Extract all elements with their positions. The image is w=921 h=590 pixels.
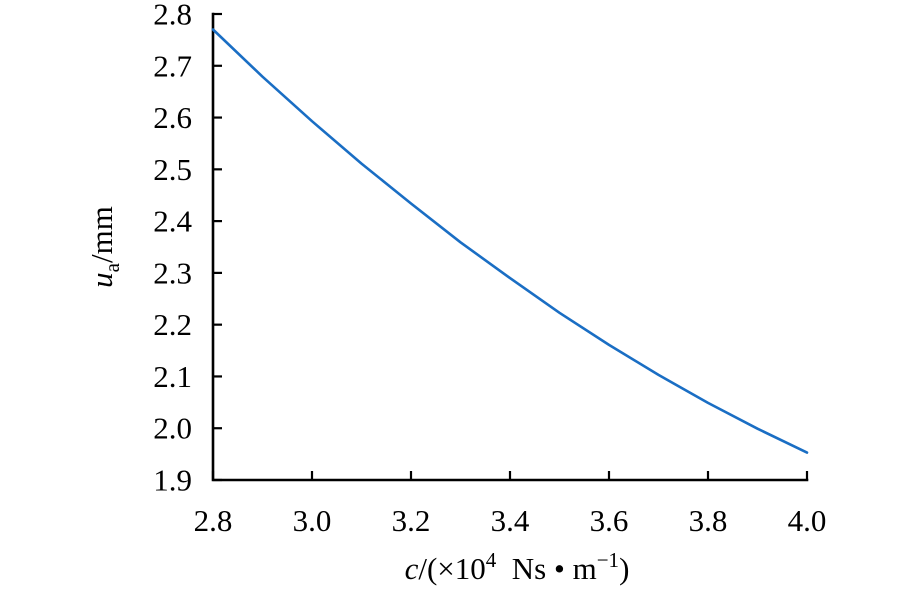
- x-tick-label: 3.4: [491, 503, 530, 538]
- x-tick-label: 3.0: [293, 503, 332, 538]
- x-tick-label: 3.8: [689, 503, 728, 538]
- y-tick-label: 2.7: [153, 48, 192, 83]
- x-tick-label: 2.8: [194, 503, 233, 538]
- y-tick-label: 2.5: [153, 152, 192, 187]
- y-tick-label: 2.2: [153, 307, 192, 342]
- y-axis-title: ua/mm: [84, 206, 124, 288]
- y-tick-label: 2.0: [153, 411, 192, 446]
- y-tick-label: 2.1: [153, 359, 192, 394]
- y-tick-label: 2.8: [153, 0, 192, 32]
- data-curve: [211, 28, 809, 454]
- y-tick-label: 2.6: [153, 100, 192, 135]
- y-tick-label: 2.3: [153, 255, 192, 290]
- y-tick-label: 2.4: [153, 204, 192, 239]
- x-tick-label: 4.0: [788, 503, 827, 538]
- x-tick-label: 3.6: [590, 503, 629, 538]
- x-tick-label: 3.2: [392, 503, 431, 538]
- y-tick-label: 1.9: [153, 463, 192, 498]
- x-axis-title: c/(×104 Ns • m−1): [405, 548, 630, 586]
